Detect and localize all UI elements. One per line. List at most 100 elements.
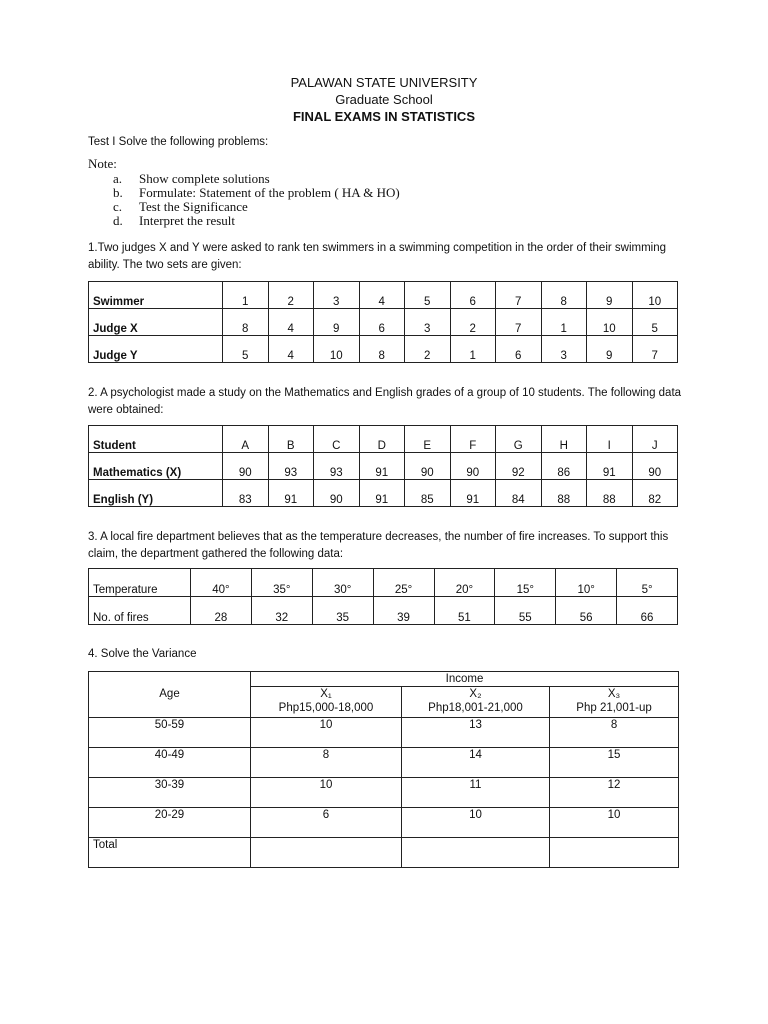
column-variable: X₂ bbox=[469, 688, 482, 700]
table-cell: 6 bbox=[449, 281, 496, 309]
table-cell: D bbox=[358, 425, 405, 453]
table-cell: 88 bbox=[540, 479, 587, 507]
table-cell: 2 bbox=[267, 281, 314, 309]
table-cell: 9 bbox=[586, 335, 633, 363]
table-cell: 9 bbox=[586, 281, 633, 309]
row-label: Judge X bbox=[88, 308, 223, 336]
table-cell: 40° bbox=[190, 568, 252, 597]
row-label: Mathematics (X) bbox=[88, 452, 223, 480]
table-cell: 3 bbox=[313, 281, 360, 309]
note-item: Formulate: Statement of the problem ( HA… bbox=[139, 185, 400, 200]
swimmer-table: Swimmer 1 2 3 4 5 6 7 8 9 10 Judge X 8 4 9 6 3 2 7 1 10 5 Judg… bbox=[88, 281, 678, 363]
table-cell: 14 bbox=[401, 747, 550, 778]
table-cell: 56 bbox=[555, 596, 618, 625]
table-row: Temperature 40° 35° 30° 25° 20° 15° 10° 5° bbox=[88, 568, 678, 597]
note-letter: b. bbox=[113, 185, 123, 200]
table-row: Total bbox=[88, 837, 680, 868]
table-cell: 35 bbox=[311, 596, 374, 625]
note-letter: d. bbox=[113, 213, 123, 228]
table-cell: 5° bbox=[616, 568, 678, 597]
table-cell: 3 bbox=[404, 308, 451, 336]
table-cell bbox=[548, 837, 680, 868]
grades-table: Student A B C D E F G H I J Mathematics (X) 90 93 93 91… bbox=[88, 425, 678, 507]
table-cell: 7 bbox=[495, 281, 542, 309]
table-cell: 13 bbox=[401, 717, 550, 748]
table-cell: 91 bbox=[358, 452, 405, 480]
note-item: Show complete solutions bbox=[139, 171, 270, 186]
university-name: PALAWAN STATE UNIVERSITY bbox=[290, 75, 478, 90]
table-row: Mathematics (X) 90 93 93 91 90 90 92 86 91 90 bbox=[88, 452, 678, 480]
table-cell: F bbox=[449, 425, 496, 453]
income-header: Income bbox=[249, 671, 680, 687]
question-4: 4. Solve the Variance bbox=[88, 648, 197, 660]
table-cell: 8 bbox=[548, 717, 680, 748]
question-3: 3. A local fire department believes that… bbox=[88, 531, 669, 560]
table-cell: 15 bbox=[548, 747, 680, 778]
table-cell: 7 bbox=[631, 335, 678, 363]
table-cell bbox=[250, 837, 402, 868]
table-cell: 92 bbox=[495, 452, 542, 480]
table-cell: 83 bbox=[222, 479, 269, 507]
table-row: Income bbox=[88, 671, 680, 687]
table-cell: 86 bbox=[540, 452, 587, 480]
table-row: 30-39 10 11 12 bbox=[88, 777, 680, 808]
table-cell: 90 bbox=[313, 479, 360, 507]
row-label: English (Y) bbox=[88, 479, 223, 507]
table-cell: 51 bbox=[433, 596, 496, 625]
table-cell: 10 bbox=[250, 777, 402, 808]
note-item: Interpret the result bbox=[139, 213, 236, 228]
table-cell: 93 bbox=[313, 452, 360, 480]
table-cell: 6 bbox=[358, 308, 405, 336]
table-cell: 91 bbox=[449, 479, 496, 507]
table-cell: 2 bbox=[449, 308, 496, 336]
column-variable: X₁ bbox=[320, 688, 332, 700]
variance-table: Income Age X₁ Php15,000-18,000 X₂ Php18,001-2… bbox=[88, 671, 680, 868]
table-cell: 30° bbox=[311, 568, 374, 597]
table-row: Judge Y 5 4 10 8 2 1 6 3 9 7 bbox=[88, 335, 678, 363]
table-cell: 6 bbox=[250, 807, 402, 838]
table-cell: 8 bbox=[540, 281, 587, 309]
table-cell: 4 bbox=[358, 281, 405, 309]
table-cell: 35° bbox=[250, 568, 313, 597]
table-cell: 8 bbox=[358, 335, 405, 363]
table-cell: 66 bbox=[616, 596, 678, 625]
table-cell: 91 bbox=[267, 479, 314, 507]
table-cell: 93 bbox=[267, 452, 314, 480]
table-cell bbox=[401, 837, 550, 868]
column-range: Php15,000-18,000 bbox=[278, 702, 374, 714]
row-label: 50-59 bbox=[88, 717, 251, 748]
table-cell: 28 bbox=[190, 596, 252, 625]
income-column-header: X₂ Php18,001-21,000 bbox=[401, 686, 550, 718]
table-cell: 90 bbox=[449, 452, 496, 480]
table-cell: 5 bbox=[404, 281, 451, 309]
table-cell: 6 bbox=[495, 335, 542, 363]
table-cell: 90 bbox=[222, 452, 269, 480]
table-cell: J bbox=[631, 425, 678, 453]
table-cell: 10° bbox=[555, 568, 618, 597]
table-cell: 88 bbox=[586, 479, 633, 507]
table-cell: I bbox=[586, 425, 633, 453]
note-letter: c. bbox=[113, 199, 123, 214]
table-cell: 4 bbox=[267, 308, 314, 336]
table-cell: 1 bbox=[540, 308, 587, 336]
table-row: Swimmer 1 2 3 4 5 6 7 8 9 10 bbox=[88, 281, 678, 309]
table-cell: 20° bbox=[433, 568, 496, 597]
table-cell: 7 bbox=[495, 308, 542, 336]
exam-title: FINAL EXAMS IN STATISTICS bbox=[292, 109, 475, 124]
column-range: Php 21,001-up bbox=[576, 702, 652, 714]
table-cell: 91 bbox=[586, 452, 633, 480]
table-cell: 15° bbox=[494, 568, 557, 597]
table-cell: 2 bbox=[404, 335, 451, 363]
table-cell: 55 bbox=[494, 596, 557, 625]
test-instruction: Test I Solve the following problems: bbox=[88, 136, 269, 148]
table-row: 40-49 8 14 15 bbox=[88, 747, 680, 778]
row-label: Temperature bbox=[88, 568, 191, 597]
table-cell: 39 bbox=[372, 596, 435, 625]
table-cell bbox=[88, 671, 251, 687]
table-cell: 10 bbox=[631, 281, 678, 309]
table-cell: 10 bbox=[313, 335, 360, 363]
table-cell: 10 bbox=[548, 807, 680, 838]
table-cell: 8 bbox=[250, 747, 402, 778]
table-cell: 82 bbox=[631, 479, 678, 507]
